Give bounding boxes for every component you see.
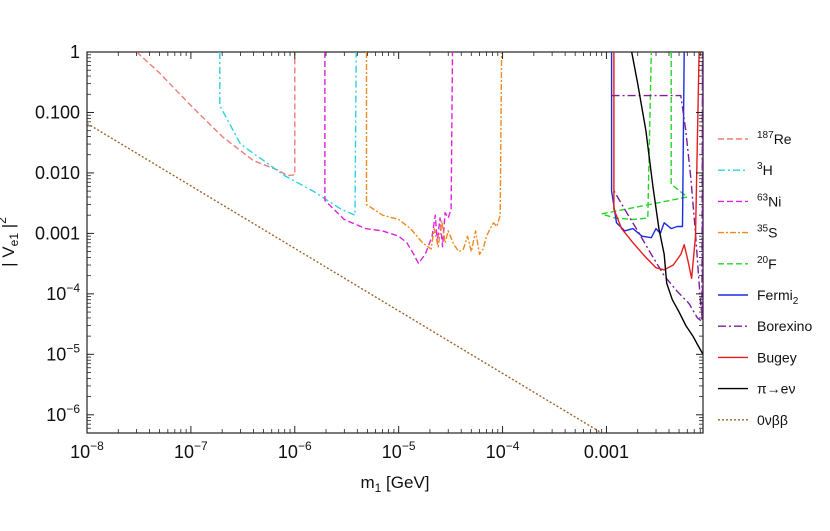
series-line-9 [87, 122, 603, 433]
legend-entry-label: 20F [757, 255, 777, 272]
y-tick-label: 1 [70, 42, 80, 62]
series-line-5 [610, 52, 685, 239]
series-line-7 [613, 52, 700, 280]
series-line-3 [365, 52, 503, 256]
y-tick-label: 10−4 [46, 281, 80, 304]
y-axis-ticks [87, 51, 703, 429]
legend-entry-label: Fermi2 [757, 287, 799, 307]
legend-entry-label: 35S [757, 224, 777, 241]
legend-entry-label: 0νββ [757, 412, 788, 428]
series-line-2 [324, 52, 454, 264]
legend-entry-label: Bugey [757, 349, 797, 365]
x-axis-ticks [86, 52, 701, 433]
x-tick-label: 10−6 [278, 439, 312, 462]
x-tick-label: 0.001 [584, 442, 629, 462]
y-tick-label: 10−5 [46, 341, 80, 364]
legend-entry-label: 63Ni [757, 192, 781, 209]
plot-frame [86, 51, 704, 434]
y-axis-tick-labels: 1 0.100 0.010 0.001 10−4 10−5 10−6 [35, 42, 80, 425]
y-tick-label: 10−6 [46, 402, 80, 425]
legend-entry-label: 3H [757, 161, 773, 178]
series-layer [87, 52, 703, 433]
x-tick-label: 10−7 [174, 439, 208, 462]
x-tick-label: 10−8 [70, 439, 104, 462]
series-line-8 [631, 52, 703, 355]
legend-entry-label: π→eν [757, 381, 795, 397]
legend-entry-label: 187Re [757, 130, 792, 147]
y-tick-label: 0.010 [35, 163, 80, 183]
x-tick-label: 10−4 [486, 439, 520, 462]
x-axis-tick-labels: 10−8 10−7 10−6 10−5 10−4 0.001 [70, 439, 629, 462]
series-line-4 [601, 52, 688, 221]
legend: 187Re 3H 63Ni 35S 20F Fermi2 Borexino Bugey π→eν… [718, 130, 812, 428]
series-line-0 [136, 52, 296, 177]
series-line-1 [219, 52, 357, 216]
x-tick-label: 10−5 [382, 439, 416, 462]
legend-entry-label: Borexino [757, 318, 812, 334]
x-axis-label: m1 [GeV] [360, 473, 429, 495]
y-tick-label: 0.100 [35, 102, 80, 122]
y-tick-label: 0.001 [35, 223, 80, 243]
y-axis-label: | Ve1 |2 [0, 217, 21, 267]
series-line-6 [611, 52, 703, 323]
